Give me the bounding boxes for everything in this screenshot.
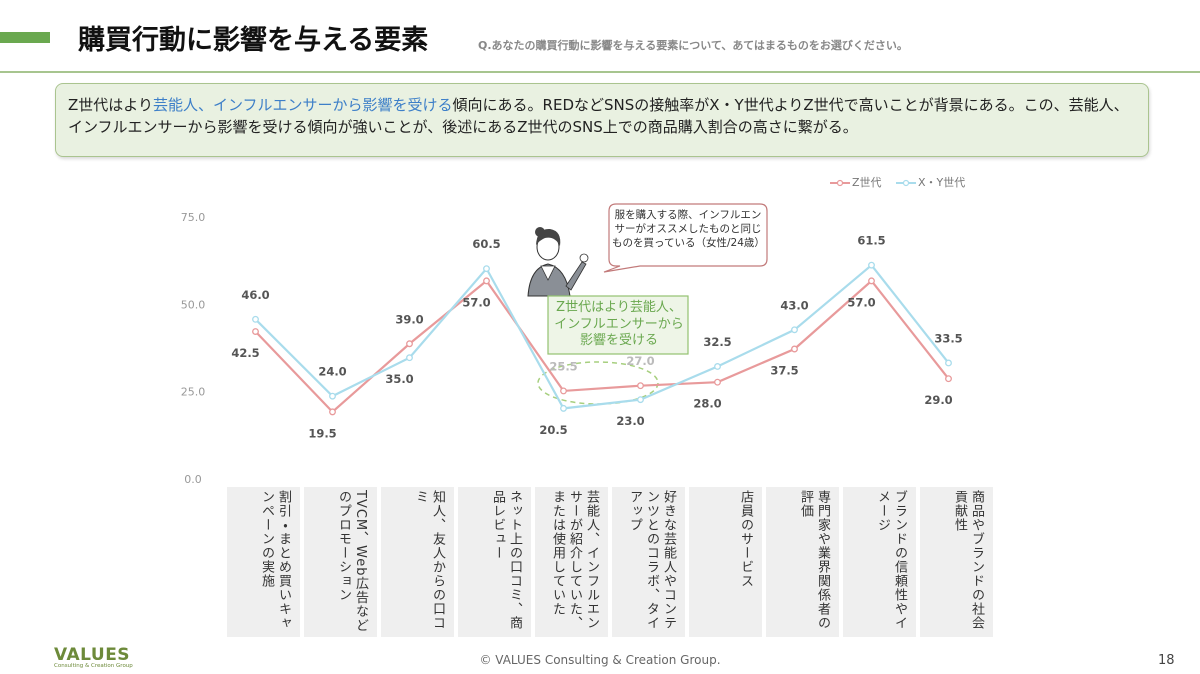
data-label: 35.0 xyxy=(385,372,413,386)
category-band xyxy=(689,487,762,637)
data-label: 57.0 xyxy=(847,295,875,309)
category-band xyxy=(227,487,300,637)
category-band xyxy=(766,487,839,637)
x-tick-label: ブランドの信頼性やイメージ xyxy=(875,490,907,630)
data-point xyxy=(637,382,644,390)
x-tick-label: TVCM、Web広告などのプロモーション xyxy=(336,490,368,633)
data-point xyxy=(791,326,798,334)
x-tick-label: 店員のサービス xyxy=(738,490,753,588)
data-label: 19.5 xyxy=(308,426,336,440)
x-tick-label: 好きな芸能人やコンテンツとのコラボ、タイアップ xyxy=(627,490,676,630)
data-point xyxy=(560,404,567,412)
question: Q.あなたの購買行動に影響を与える要素について、あてはまるものをお選びください。 xyxy=(478,39,908,52)
data-label: 39.0 xyxy=(395,312,423,326)
speech-bubble xyxy=(603,203,768,273)
data-point xyxy=(868,261,875,269)
y-tick-label: 50.0 xyxy=(181,298,206,311)
data-label: 57.0 xyxy=(462,295,490,309)
data-label: 32.5 xyxy=(703,335,731,349)
data-label: 24.0 xyxy=(318,365,346,379)
data-point xyxy=(945,359,952,367)
category-band xyxy=(612,487,685,637)
data-point xyxy=(714,378,721,386)
category-band xyxy=(381,487,454,637)
category-band xyxy=(458,487,531,637)
logo: VALUES xyxy=(54,645,131,665)
data-label: 29.0 xyxy=(924,393,952,407)
copyright: © VALUES Consulting & Creation Group. xyxy=(479,653,721,667)
data-point xyxy=(714,363,721,370)
data-point xyxy=(637,396,644,404)
x-tick-label: 芸能人、インフルエンサーが紹介していた、または使用していた xyxy=(550,490,599,630)
page-number: 18 xyxy=(1158,653,1175,668)
x-tick-label: ネット上の口コミ、商品レビュー xyxy=(490,490,522,630)
data-point xyxy=(252,328,259,335)
summary-text: Z世代はより xyxy=(68,96,153,114)
y-tick-label: 0.0 xyxy=(184,473,202,486)
emphasis-text: Z世代はより芸能人、インフルエンサーから影響を受ける xyxy=(554,300,684,348)
data-point xyxy=(791,345,798,353)
data-label: 25.5 xyxy=(549,359,577,373)
summary-text: 傾向にある。REDなどSNSの接触率がX・Y世代よりZ世代で高いことが背景にある… xyxy=(68,96,1129,136)
header-accent xyxy=(0,32,50,43)
category-band xyxy=(535,487,608,637)
legend-item: X・Y世代 xyxy=(896,176,965,189)
data-label: 20.5 xyxy=(539,423,567,437)
data-label: 28.0 xyxy=(693,397,721,411)
summary-highlight: 芸能人、インフルエンサーから影響を受ける xyxy=(152,96,453,114)
legend-marker xyxy=(902,179,910,187)
data-point xyxy=(868,277,875,285)
y-tick-label: 25.0 xyxy=(181,386,206,399)
data-point xyxy=(406,354,413,362)
page-title: 購買行動に影響を与える要素 xyxy=(78,25,429,56)
data-point xyxy=(252,315,259,323)
data-point xyxy=(483,277,490,285)
data-label: 27.0 xyxy=(626,354,654,368)
data-label: 60.5 xyxy=(472,237,500,251)
person-icon xyxy=(527,227,589,297)
data-label: 46.0 xyxy=(241,288,269,302)
y-tick-label: 75.0 xyxy=(181,211,206,224)
data-point xyxy=(560,387,567,395)
quote-text: 服を購入する際、インフルエンサーがオススメしたものと同じものを買っている（女性/… xyxy=(612,209,765,249)
data-label: 42.5 xyxy=(231,346,259,360)
data-label: 23.0 xyxy=(616,414,644,428)
data-point xyxy=(483,265,490,273)
category-band xyxy=(843,487,916,637)
legend-label: Z世代 xyxy=(852,176,882,189)
data-label: 33.5 xyxy=(934,331,962,345)
x-tick-label: 割引・まとめ買いキャンペーンの実施 xyxy=(259,490,291,630)
x-tick-label: 商品やブランドの社会貢献性 xyxy=(952,490,984,630)
data-point xyxy=(329,408,336,416)
data-label: 43.0 xyxy=(780,298,808,312)
category-band xyxy=(920,487,993,637)
logo-subtitle: Consulting & Creation Group xyxy=(54,663,133,669)
series-line xyxy=(254,263,950,410)
category-band xyxy=(304,487,377,637)
legend-label: X・Y世代 xyxy=(918,176,965,189)
data-point xyxy=(329,392,336,400)
data-label: 37.5 xyxy=(770,364,798,378)
emphasis-box xyxy=(547,295,689,355)
summary-box: Z世代はより芸能人、インフルエンサーから影響を受ける傾向にある。REDなどSNS… xyxy=(55,83,1149,157)
legend-marker xyxy=(836,179,844,187)
data-point xyxy=(945,375,952,383)
data-point xyxy=(406,340,413,348)
data-label: 61.5 xyxy=(857,234,885,248)
x-tick-label: 知人、友人からの口コミ xyxy=(413,490,445,630)
x-tick-label: 専門家や業界関係者の評価 xyxy=(798,490,830,630)
legend-item: Z世代 xyxy=(830,176,882,189)
